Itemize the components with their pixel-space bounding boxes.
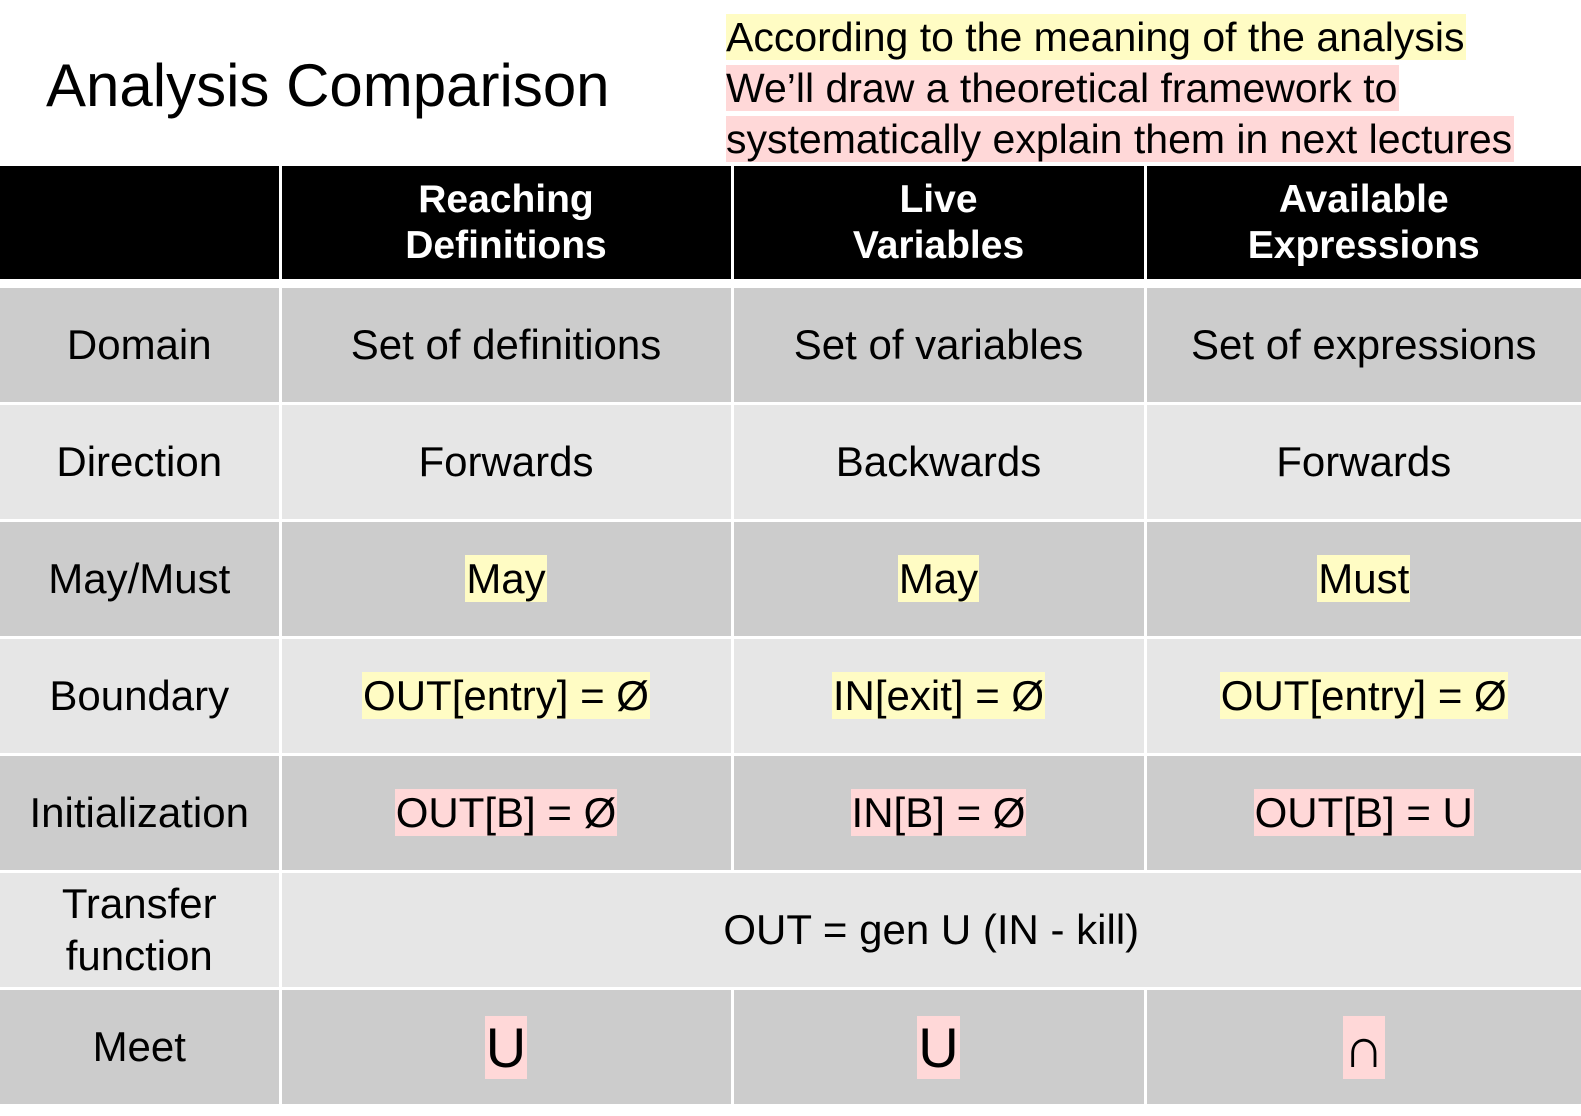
table-row-boundary: Boundary OUT[entry] = Ø IN[exit] = Ø OUT…: [0, 636, 1581, 755]
comparison-table: Reaching Definitions Live Variables Avai…: [0, 166, 1581, 1104]
cell-boundary-ae: OUT[entry] = Ø: [1145, 636, 1581, 755]
note-line-3: systematically explain them in next lect…: [726, 116, 1515, 162]
highlight-yellow: May: [897, 555, 980, 602]
cell-boundary-rd: OUT[entry] = Ø: [280, 636, 734, 755]
cell-maymust-lv: May: [732, 519, 1147, 638]
cell-meet-rd: U: [280, 987, 734, 1104]
cell-domain-ae: Set of expressions: [1145, 285, 1581, 404]
row-label-boundary: Boundary: [0, 636, 282, 755]
highlight-yellow: IN[exit] = Ø: [831, 672, 1046, 719]
cell-boundary-lv: IN[exit] = Ø: [732, 636, 1147, 755]
table-row-meet: Meet U U ∩: [0, 987, 1581, 1104]
page-title: Analysis Comparison: [46, 52, 610, 119]
header-corner: [0, 166, 282, 279]
highlight-pink: OUT[B] = U: [1253, 789, 1474, 836]
header-available-expressions: Available Expressions: [1145, 166, 1581, 279]
table-row-direction: Direction Forwards Backwards Forwards: [0, 402, 1581, 521]
row-label-initialization: Initialization: [0, 753, 282, 872]
table-row-maymust: May/Must May May Must: [0, 519, 1581, 638]
row-label-line: function: [65, 932, 213, 979]
note-line-1: According to the meaning of the analysis: [726, 14, 1467, 60]
header-text-line: Available: [1278, 177, 1449, 221]
cell-meet-ae: ∩: [1145, 987, 1581, 1104]
highlight-yellow: OUT[entry] = Ø: [362, 672, 650, 719]
highlight-yellow: OUT[entry] = Ø: [1219, 672, 1508, 719]
highlight-pink: U: [917, 1015, 960, 1079]
note-line-2: We’ll draw a theoretical framework to: [726, 65, 1400, 111]
table-row-transfer: Transfer function OUT = gen U (IN - kill…: [0, 870, 1581, 989]
header-text-line: Live: [899, 177, 978, 221]
cell-direction-ae: Forwards: [1145, 402, 1581, 521]
header-spacer: [0, 279, 1581, 287]
header-text-line: Reaching: [418, 177, 594, 221]
cell-init-ae: OUT[B] = U: [1145, 753, 1581, 872]
highlight-pink: OUT[B] = Ø: [394, 789, 618, 836]
table-row-initialization: Initialization OUT[B] = Ø IN[B] = Ø OUT[…: [0, 753, 1581, 872]
annotation-note: According to the meaning of the analysis…: [726, 12, 1515, 165]
table-row-domain: Domain Set of definitions Set of variabl…: [0, 285, 1581, 404]
table-header-row: Reaching Definitions Live Variables Avai…: [0, 166, 1581, 279]
cell-domain-rd: Set of definitions: [280, 285, 734, 404]
header-live-variables: Live Variables: [732, 166, 1147, 279]
cell-meet-lv: U: [732, 987, 1147, 1104]
cell-direction-lv: Backwards: [732, 402, 1147, 521]
row-label-line: Transfer: [61, 880, 217, 927]
cell-init-rd: OUT[B] = Ø: [280, 753, 734, 872]
cell-direction-rd: Forwards: [280, 402, 734, 521]
highlight-yellow: Must: [1317, 555, 1411, 602]
row-label-domain: Domain: [0, 285, 282, 404]
header-text-line: Expressions: [1247, 223, 1480, 267]
row-label-maymust: May/Must: [0, 519, 282, 638]
cell-maymust-rd: May: [280, 519, 734, 638]
cell-maymust-ae: Must: [1145, 519, 1581, 638]
highlight-pink: IN[B] = Ø: [850, 789, 1027, 836]
header-text-line: Variables: [852, 223, 1025, 267]
header-text-line: Definitions: [405, 223, 607, 267]
header-reaching-definitions: Reaching Definitions: [280, 166, 734, 279]
cell-transfer-function: OUT = gen U (IN - kill): [280, 870, 1581, 989]
highlight-pink: ∩: [1342, 1015, 1385, 1079]
cell-init-lv: IN[B] = Ø: [732, 753, 1147, 872]
highlight-yellow: May: [465, 555, 547, 602]
row-label-meet: Meet: [0, 987, 282, 1104]
row-label-transfer: Transfer function: [0, 870, 282, 989]
highlight-pink: U: [484, 1015, 528, 1079]
row-label-direction: Direction: [0, 402, 282, 521]
cell-domain-lv: Set of variables: [732, 285, 1147, 404]
